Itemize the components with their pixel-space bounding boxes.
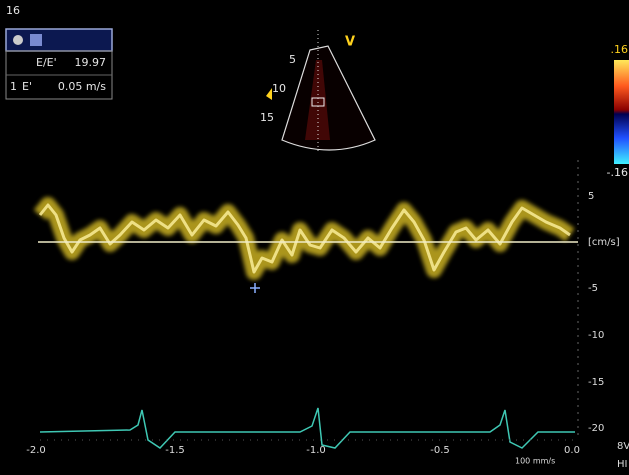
velocity-scale: 5 [cm/s] -5 -10 -15 -20 [578,160,620,440]
ratio-label: E/E' [36,56,57,69]
depth-label: 15 [260,111,274,124]
frame-number: 16 [6,4,20,17]
color-bottom-label: -.16 [607,166,628,179]
time-label: 0.0 [564,445,580,456]
velocity-value: 0.05 m/s [58,80,106,93]
caliper-marker [250,283,260,293]
depth-label: 10 [272,82,286,95]
probe-preset: HI [617,459,627,470]
color-scale [614,60,629,164]
tissue-doppler-trace [38,205,578,293]
time-label: -0.5 [430,445,450,456]
color-top-label: .16 [611,43,629,56]
measurement-index: 1 [10,80,17,93]
icon [30,34,42,46]
depth-label: 5 [289,53,296,66]
probe-name: 8V [617,441,629,452]
time-label: -2.0 [26,445,46,456]
sweep-speed: 100 mm/s [515,457,555,466]
ecg-trace [40,408,575,448]
ultrasound-screen: 16 E/E' 19.97 1 E' 0.05 m/s V 5 10 15 .1… [0,0,629,475]
scale-label: -10 [588,330,604,341]
color-bar: .16 -.16 [607,43,629,179]
measurement-panel: E/E' 19.97 1 E' 0.05 m/s [6,29,112,99]
icon [13,35,23,45]
scale-label: -5 [588,283,598,294]
sector-image: V 5 10 15 [260,30,375,152]
scale-label: -20 [588,423,604,434]
velocity-label: E' [22,80,32,93]
scale-label: 5 [588,191,594,202]
focus-marker [266,88,272,100]
scale-label: -15 [588,377,604,388]
time-axis: -2.0 -1.5 -1.0 -0.5 0.0 100 mm/s 8V HI [26,440,629,470]
time-label: -1.5 [165,445,185,456]
mode-indicator: V [345,35,355,50]
ratio-value: 19.97 [75,56,107,69]
time-label: -1.0 [306,445,326,456]
scale-label: [cm/s] [588,237,620,248]
